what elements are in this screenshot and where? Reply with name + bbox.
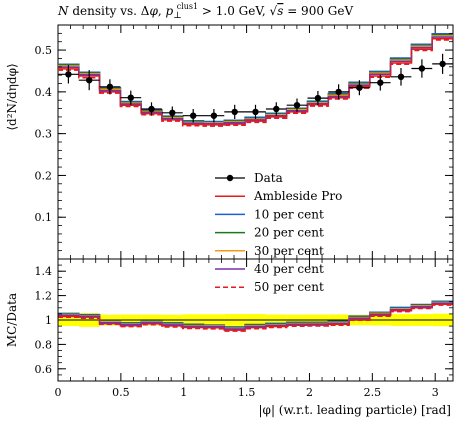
data-point xyxy=(106,83,114,91)
ratio-plot-layers xyxy=(58,300,453,332)
data-point xyxy=(210,112,218,119)
data-point xyxy=(293,102,301,109)
data-point xyxy=(231,108,238,116)
data-point xyxy=(86,77,93,84)
data-point xyxy=(273,105,280,113)
legend-label-4: 40 per cent xyxy=(254,262,324,276)
y-tick-label: 0.3 xyxy=(35,128,53,141)
data-point xyxy=(169,109,176,117)
ratio-y-tick-label: 0.8 xyxy=(35,338,53,351)
x-tick-label: 2 xyxy=(306,386,313,399)
legend-label-5: 50 per cent xyxy=(254,280,324,294)
data-point xyxy=(148,105,155,113)
data-point xyxy=(314,94,322,102)
series-line-4 xyxy=(58,36,453,125)
y-tick-label: 0.1 xyxy=(35,211,53,224)
x-axis-label: |φ| (w.r.t. leading particle) [rad] xyxy=(259,403,452,417)
y-tick-label: 0.5 xyxy=(35,44,53,57)
ratio-y-tick-label: 1.4 xyxy=(35,265,53,278)
main-y-ticks: 0.1 0.2 0.3 0.4 0.5 xyxy=(35,32,453,252)
ratio-y-ticks: 0.6 0.8 1 1.2 1.4 xyxy=(35,264,453,376)
data-point xyxy=(439,60,446,68)
series-line-5 xyxy=(58,39,453,127)
ratio-line-4 xyxy=(58,302,453,330)
ratio-panel: 0.6 0.8 1 1.2 1.4 xyxy=(35,258,454,382)
legend-label-3: 30 per cent xyxy=(254,244,324,258)
legend-label-1: 10 per cent xyxy=(254,207,324,221)
legend-data-marker xyxy=(226,174,234,182)
ratio-y-tick-label: 1.2 xyxy=(35,290,53,303)
data-point xyxy=(377,79,384,86)
data-point xyxy=(335,88,342,96)
data-point xyxy=(397,73,405,81)
data-point xyxy=(190,112,197,119)
legend-label-0: Ambleside Pro xyxy=(253,189,342,203)
x-tick-label: 1.5 xyxy=(238,386,256,399)
data-point xyxy=(356,84,363,91)
data-point xyxy=(65,71,72,78)
series-line-0 xyxy=(58,38,453,126)
legend-data-label: Data xyxy=(254,171,283,185)
data-point xyxy=(418,65,426,72)
x-tick-label: 3 xyxy=(432,386,439,399)
x-tick-labels: 0 0.5 1 1.5 2 2.5 3 xyxy=(55,386,439,399)
ratio-y-tick-label: 0.6 xyxy=(35,363,53,376)
main-panel: 0.1 0.2 0.3 0.4 0.5 xyxy=(35,24,454,260)
main-plot-layers xyxy=(58,33,453,127)
legend-label-2: 20 per cent xyxy=(254,226,324,240)
ratio-y-tick-label: 1 xyxy=(45,314,52,327)
ratio-line-5 xyxy=(58,304,453,332)
data-point xyxy=(252,108,259,116)
x-tick-label: 0 xyxy=(55,386,62,399)
main-x-ticks xyxy=(57,25,449,259)
x-tick-label: 0.5 xyxy=(112,386,130,399)
x-tick-label: 1 xyxy=(180,386,187,399)
y-tick-label: 0.4 xyxy=(35,86,53,99)
legend: Data Ambleside Pro 10 per cent 20 per cent 3… xyxy=(215,171,342,294)
ratio-line-0 xyxy=(58,303,453,331)
y-axis-label: ⟨d²N/dηdφ⟩ xyxy=(5,63,19,130)
ratio-y-axis-label: MC/Data xyxy=(5,293,19,347)
data-point xyxy=(127,94,134,101)
y-tick-label: 0.2 xyxy=(35,169,53,182)
chart-title: N density vs. Δφ, p⊥clus1 > 1.0 GeV, √s … xyxy=(57,2,353,21)
ratio-x-ticks xyxy=(57,259,449,381)
x-tick-label: 2.5 xyxy=(364,386,382,399)
